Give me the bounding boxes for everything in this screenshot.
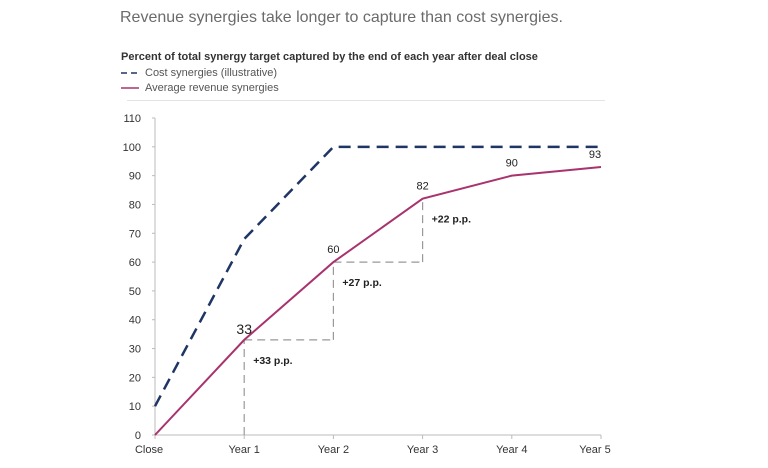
x-tick-label: Year 3 <box>407 444 438 456</box>
y-tick-label: 80 <box>129 199 141 211</box>
data-label: 82 <box>416 181 428 193</box>
data-label: 90 <box>506 158 518 170</box>
chart-title: Revenue synergies take longer to capture… <box>120 9 563 26</box>
y-tick-label: 40 <box>129 315 141 327</box>
solid-line-legend-icon <box>121 87 139 89</box>
y-tick-label: 60 <box>129 257 141 269</box>
dashed-line-legend-icon <box>121 72 139 74</box>
cost-synergies-line <box>153 145 601 407</box>
y-tick-label: 100 <box>123 142 141 154</box>
y-tick-label: 110 <box>123 113 141 125</box>
chart-subtitle: Percent of total synergy target captured… <box>121 51 538 63</box>
annotation-label: +27 p.p. <box>342 277 381 289</box>
revenue-synergies-line <box>154 165 602 436</box>
y-tick-label: 10 <box>129 401 141 413</box>
legend-item-cost: Cost synergies (illustrative) <box>121 67 277 79</box>
y-tick-label: 50 <box>129 286 141 298</box>
x-tick-label: Year 5 <box>579 444 610 456</box>
data-label: 60 <box>327 244 339 256</box>
x-tick-label: Year 1 <box>228 444 259 456</box>
legend-label-cost: Cost synergies (illustrative) <box>145 67 278 79</box>
y-tick-label: 0 <box>135 430 141 442</box>
legend-item-revenue: Average revenue synergies <box>121 82 279 94</box>
data-label: 33 <box>236 321 252 337</box>
y-tick-label: 70 <box>129 228 141 240</box>
divider <box>127 100 605 101</box>
legend-label-revenue: Average revenue synergies <box>145 82 279 94</box>
y-tick-label: 90 <box>129 171 141 183</box>
y-tick-label: 20 <box>129 372 141 384</box>
data-label: 93 <box>589 149 601 161</box>
annotation-label: +33 p.p. <box>253 355 292 367</box>
x-tick-label: Year 4 <box>496 444 527 456</box>
x-tick-label: Close <box>135 444 163 456</box>
y-tick-label: 30 <box>129 344 141 356</box>
x-tick-label: Year 2 <box>318 444 349 456</box>
annotation-label: +22 p.p. <box>432 214 471 226</box>
